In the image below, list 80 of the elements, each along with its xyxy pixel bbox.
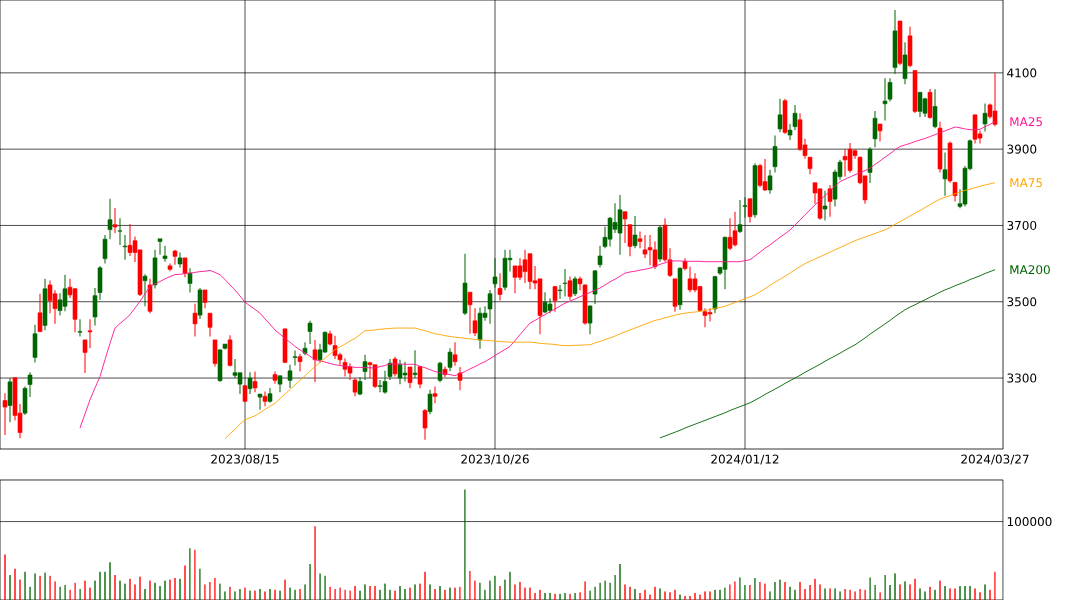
y-tick-label: 3700	[1007, 220, 1037, 230]
candlestick	[397, 359, 403, 385]
candlestick	[872, 110, 878, 148]
candlestick	[122, 234, 128, 261]
candlestick	[107, 198, 113, 240]
candlestick	[412, 349, 418, 379]
candlestick	[497, 272, 503, 302]
series-label: MA75	[1010, 178, 1042, 188]
candlestick	[427, 389, 433, 415]
candlestick	[932, 88, 938, 129]
candlestick	[627, 224, 633, 257]
candlestick	[362, 354, 368, 381]
candlestick	[632, 215, 638, 249]
candlestick	[297, 353, 303, 373]
candlestick	[447, 347, 453, 372]
candlestick	[7, 377, 13, 423]
candlestick	[467, 291, 473, 335]
x-tick-label: 2023/10/26	[461, 454, 529, 465]
candlestick	[112, 207, 118, 234]
candlestick	[747, 198, 753, 223]
candlestick	[772, 134, 778, 173]
candlestick	[587, 305, 593, 335]
candlestick	[877, 123, 883, 143]
candlestick	[437, 361, 443, 383]
x-tick-label: 2024/03/27	[961, 454, 1029, 465]
candlestick	[452, 341, 458, 367]
candlestick	[202, 289, 208, 309]
candlestick	[157, 238, 163, 256]
x-tick-label: 2024/01/12	[711, 454, 779, 465]
candlestick	[307, 320, 313, 345]
candlestick	[867, 146, 873, 184]
y-tick-label: 3900	[1007, 144, 1037, 154]
candlestick	[187, 267, 193, 294]
candlestick	[37, 293, 43, 333]
candlestick	[207, 312, 213, 337]
candlestick	[777, 98, 783, 133]
candlestick	[312, 339, 318, 383]
candlestick	[902, 41, 908, 85]
candlestick	[827, 184, 833, 218]
x-tick-label: 2023/08/15	[211, 454, 279, 465]
candlestick	[737, 199, 743, 234]
candlestick	[172, 249, 178, 266]
candlestick	[142, 273, 148, 307]
candlestick	[212, 339, 218, 368]
candlestick	[117, 217, 123, 246]
candlestick	[192, 303, 198, 337]
candlestick	[252, 371, 258, 393]
y-tick-label: 3500	[1007, 297, 1037, 307]
candlestick	[162, 245, 168, 263]
y-tick-label: 3300	[1007, 373, 1037, 383]
candlestick	[247, 371, 253, 395]
candlestick	[287, 364, 293, 389]
candlestick	[422, 408, 428, 441]
candlestick	[917, 91, 923, 118]
candlestick	[257, 393, 263, 411]
candlestick	[432, 385, 438, 404]
candlestick	[292, 350, 298, 366]
candlestick	[492, 257, 498, 289]
y-tick-label: 100000	[1007, 517, 1052, 527]
candlestick	[567, 276, 573, 301]
candlestick	[182, 257, 188, 278]
candlestick	[757, 163, 763, 188]
candlestick	[982, 102, 988, 133]
candlestick	[262, 390, 268, 407]
candlestick	[592, 269, 598, 305]
candlestick	[102, 234, 108, 265]
y-tick-label: 4100	[1007, 68, 1037, 78]
candlestick	[472, 307, 478, 337]
candlestick	[457, 366, 463, 391]
series-label: MA200	[1010, 265, 1050, 275]
candlestick	[2, 392, 8, 436]
candlestick	[822, 190, 828, 221]
candlestick	[767, 169, 773, 195]
series-label: MA25	[1010, 117, 1042, 127]
candlestick	[572, 276, 578, 297]
candlestick	[407, 366, 413, 389]
candlestick	[32, 324, 38, 363]
candlestick	[552, 285, 558, 313]
candlestick	[77, 318, 83, 337]
candlestick	[942, 152, 948, 197]
